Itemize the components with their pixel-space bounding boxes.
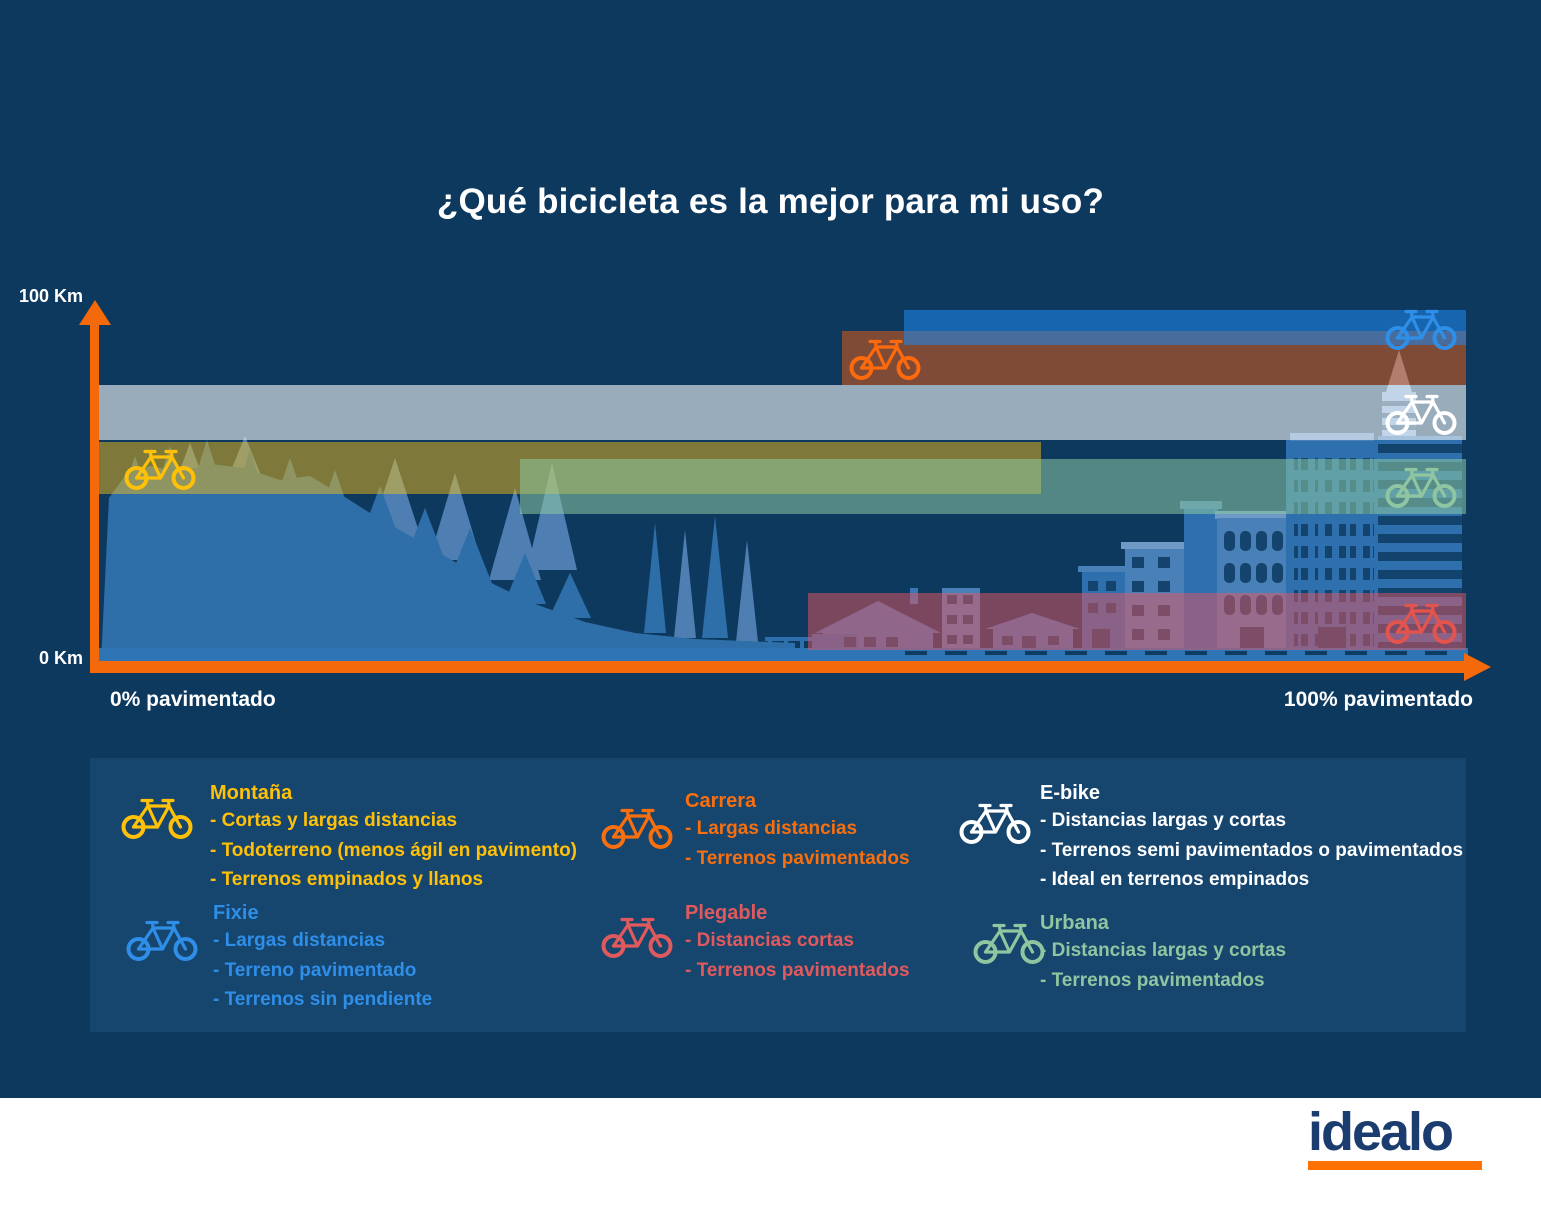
legend-carrera-title: Carrera: [685, 790, 757, 812]
legend-plegable-bike-icon: [600, 912, 674, 960]
idealo-logo: idealo: [1308, 1104, 1482, 1170]
legend-line: - Largas distancias: [685, 818, 858, 839]
legend-line: - Distancias largas y cortas: [1040, 810, 1287, 831]
forest-silhouette: [101, 436, 795, 662]
legend-montana-bike-icon: [120, 793, 194, 841]
legend-line: - Terrenos pavimentados: [1040, 969, 1265, 991]
legend-line: - Terrenos pavimentados: [685, 959, 910, 981]
legend-line: - Terrenos empinados y llanos: [210, 869, 484, 890]
legend-plegable-title: Plegable: [685, 902, 768, 924]
legend-line: - Terrenos pavimentados: [685, 847, 910, 869]
plegable-bike-icon: [1384, 598, 1458, 646]
legend-line: - Cortas y largas distancias: [210, 810, 458, 831]
x-axis: [90, 661, 1468, 673]
legend-line: - Distancias cortas: [685, 930, 854, 951]
legend-fixie-bike-icon: [125, 915, 199, 963]
legend-urbana-bike-icon: [972, 918, 1046, 966]
urbana-bike-icon: [1384, 462, 1458, 510]
footer: idealo: [0, 1098, 1541, 1206]
legend-line: - Terreno pavimentado: [213, 959, 417, 981]
band-plegable: [807, 592, 1466, 651]
x-axis-left-label: 0% pavimentado: [110, 688, 276, 711]
legend-ebike: E-bike - Distancias largas y cortas - Te…: [1040, 780, 1463, 895]
legend-plegable: Plegable - Distancias cortas - Terrenos …: [685, 900, 910, 985]
legend-urbana-title: Urbana: [1040, 912, 1109, 934]
legend-line: - Todoterreno (menos ágil en pavimento): [210, 839, 578, 861]
idealo-logo-text: idealo: [1308, 1102, 1454, 1162]
legend-line: - Terrenos sin pendiente: [213, 989, 433, 1010]
legend-urbana: Urbana - Distancias largas y cortas - Te…: [1040, 910, 1286, 995]
legend-montana-title: Montaña: [210, 782, 293, 804]
legend-fixie: Fixie - Largas distancias - Terreno pavi…: [213, 900, 432, 1015]
legend-montana: Montaña - Cortas y largas distancias - T…: [210, 780, 577, 895]
legend-line: - Ideal en terrenos empinados: [1040, 869, 1310, 890]
legend-carrera-bike-icon: [600, 803, 674, 851]
legend-ebike-bike-icon: [958, 798, 1032, 846]
fixie-bike-icon: [1384, 304, 1458, 352]
idealo-logo-underline: [1308, 1161, 1482, 1170]
y-axis-bottom-label: 0 Km: [38, 648, 83, 668]
legend-line: - Terrenos semi pavimentados o pavimenta…: [1040, 839, 1464, 861]
road-lane-dashes: [905, 651, 1461, 655]
legend-line: - Largas distancias: [213, 930, 386, 951]
y-axis-top-label: 100 Km: [18, 286, 83, 306]
legend-ebike-title: E-bike: [1040, 782, 1101, 804]
band-urbana: [520, 459, 1466, 514]
montana-bike-icon: [123, 444, 197, 492]
page-title: ¿Qué bicicleta es la mejor para mi uso?: [436, 182, 1105, 221]
legend-panel: [90, 758, 1466, 1032]
ebike-bike-icon: [1384, 389, 1458, 437]
y-axis: [90, 318, 99, 673]
band-ebike: [95, 385, 1466, 440]
x-axis-right-label: 100% pavimentado: [1283, 688, 1473, 711]
x-axis-arrow-icon: [1464, 653, 1491, 681]
band-fixie: [903, 310, 1466, 345]
legend-fixie-title: Fixie: [213, 902, 259, 924]
legend-line: - Distancias largas y cortas: [1040, 940, 1287, 961]
y-axis-arrow-icon: [79, 300, 111, 325]
legend-carrera: Carrera - Largas distancias - Terrenos p…: [685, 788, 910, 873]
